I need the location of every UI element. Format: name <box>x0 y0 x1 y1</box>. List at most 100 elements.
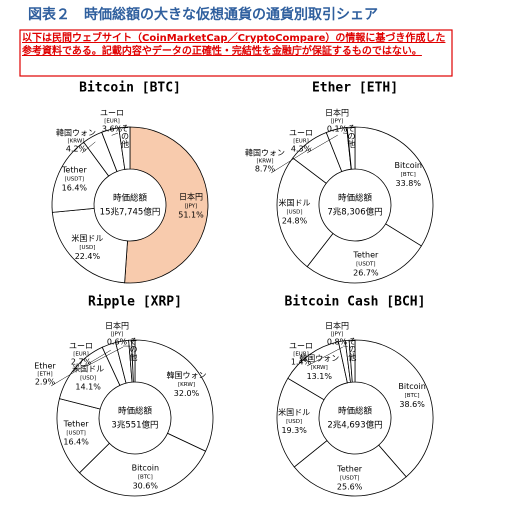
center-label: 時価総額 <box>338 406 373 417</box>
value-label: 32.0% <box>174 389 200 398</box>
slice-code: [KRW] <box>257 159 274 165</box>
leader-line <box>81 141 96 154</box>
slice-label: Tether <box>336 464 363 473</box>
slice-label: 米国ドル <box>71 233 103 243</box>
slice <box>124 126 209 284</box>
slice-code: [USDT] <box>66 430 85 436</box>
slice-label: その他 <box>347 124 356 149</box>
slice-label: Tether <box>61 166 88 175</box>
slice-label: Bitcoin <box>395 161 422 170</box>
slice-code: [USDT] <box>65 177 84 183</box>
slice <box>348 339 356 383</box>
value-label: 0.1% <box>327 125 348 134</box>
value-label: 24.8% <box>282 217 308 226</box>
slice-code: [EUR] <box>293 352 309 358</box>
note: 以下は民間ウェブサイト（CoinMarketCap／CryptoCompare）… <box>22 33 446 57</box>
value-label: 0.6% <box>107 338 128 347</box>
leader-line <box>86 346 124 367</box>
slice-label: 韓国ウォン <box>299 353 339 363</box>
slice-code: [USD] <box>80 375 96 381</box>
leader-line <box>306 134 338 154</box>
slice <box>276 157 334 268</box>
value-label: 4.2% <box>66 145 87 154</box>
slice-label: 日本円 <box>325 108 349 118</box>
chart-title: Ether [ETH] <box>312 81 398 96</box>
slice-code: [KRW] <box>311 365 328 371</box>
value-label: 30.6% <box>133 482 159 491</box>
slice-label: 韓国ウォン <box>167 370 207 380</box>
slice-code: [BTC] <box>405 393 420 399</box>
slice-label: Tether <box>63 419 90 428</box>
value-label: 4.3% <box>291 145 312 154</box>
value-label: 19.3% <box>281 426 307 435</box>
value-label: 38.6% <box>399 400 425 409</box>
value-label: 8.7% <box>255 165 276 174</box>
slice-code: [USDT] <box>340 475 359 481</box>
slice-code: [BTC] <box>138 475 153 481</box>
center-label: 時価総額 <box>338 193 373 204</box>
value-label: 13.1% <box>307 372 333 381</box>
value-label: 51.1% <box>178 211 204 220</box>
chart-title: Ripple [XRP] <box>88 295 182 310</box>
value-label: 26.7% <box>353 269 379 278</box>
value-label: 14.1% <box>75 382 101 391</box>
slice-label: 日本円 <box>105 321 129 331</box>
slice-code: [KRW] <box>178 382 195 388</box>
chart-title: Bitcoin [BTC] <box>79 81 181 96</box>
slice-label: ユーロ <box>289 129 313 138</box>
slice-code: [EUR] <box>73 352 89 358</box>
slice-code: [ETH] <box>37 372 52 378</box>
leader-line <box>50 349 111 387</box>
leader-line <box>111 132 119 136</box>
slice-label: 韓国ウォン <box>56 128 96 138</box>
value-label: 25.6% <box>337 482 363 491</box>
slice-label: Bitcoin <box>398 382 425 391</box>
slice <box>118 126 131 170</box>
slice <box>293 440 407 497</box>
slice-label: 日本円 <box>179 192 203 202</box>
chart-title: Bitcoin Cash [BCH] <box>285 295 426 310</box>
slice-label: 日本円 <box>325 321 349 331</box>
slice-code: [USD] <box>286 419 302 425</box>
slice-code: [KRW] <box>68 139 85 145</box>
slice-label: その他 <box>348 337 357 362</box>
note-box <box>19 29 453 77</box>
leader-line <box>306 346 343 367</box>
slice-label: ユーロ <box>289 342 313 351</box>
center-label: 時価総額 <box>118 406 153 417</box>
slice-code: [EUR] <box>293 139 309 145</box>
slice-code: [JPY] <box>331 332 343 338</box>
value-label: 22.4% <box>75 252 101 261</box>
page-title: 図表２ 時価総額の大きな仮想通貨の通貨別取引シェア <box>28 6 378 23</box>
note-wrap: 以下は民間ウェブサイト（CoinMarketCap／CryptoCompare）… <box>22 33 446 57</box>
slice-code: [EUR] <box>104 119 120 125</box>
slice <box>346 126 356 170</box>
slice-label: 米国ドル <box>279 198 311 208</box>
slice-label: ユーロ <box>69 342 93 351</box>
slice-label: その他 <box>129 337 138 362</box>
leader-line <box>270 147 312 174</box>
value-label: 33.8% <box>396 179 422 188</box>
center-total: 2兆4,693億円 <box>327 420 382 431</box>
slice-code: [BTC] <box>401 172 416 178</box>
slice <box>354 126 434 247</box>
value-label: 16.4% <box>62 184 88 193</box>
slice-code: [USDT] <box>356 262 375 268</box>
slice-code: [JPY] <box>185 204 197 210</box>
center-total: 15兆7,745億円 <box>100 207 161 218</box>
value-label: 16.4% <box>63 437 89 446</box>
slice-code: [USD] <box>287 210 303 216</box>
slice-label: 米国ドル <box>278 407 310 417</box>
center-total: 3兆551億円 <box>111 420 158 431</box>
value-label: 2.9% <box>35 378 56 387</box>
slice-code: [JPY] <box>331 119 343 125</box>
slice-label: Ether <box>34 362 56 371</box>
slice-code: [USD] <box>79 245 95 251</box>
value-label: 3.6% <box>102 125 123 134</box>
center-total: 7兆8,306億円 <box>327 207 382 218</box>
slice-label: ユーロ <box>100 109 124 118</box>
slice-label: Tether <box>352 251 379 260</box>
slice <box>134 339 214 452</box>
value-label: 1.4% <box>291 358 312 367</box>
